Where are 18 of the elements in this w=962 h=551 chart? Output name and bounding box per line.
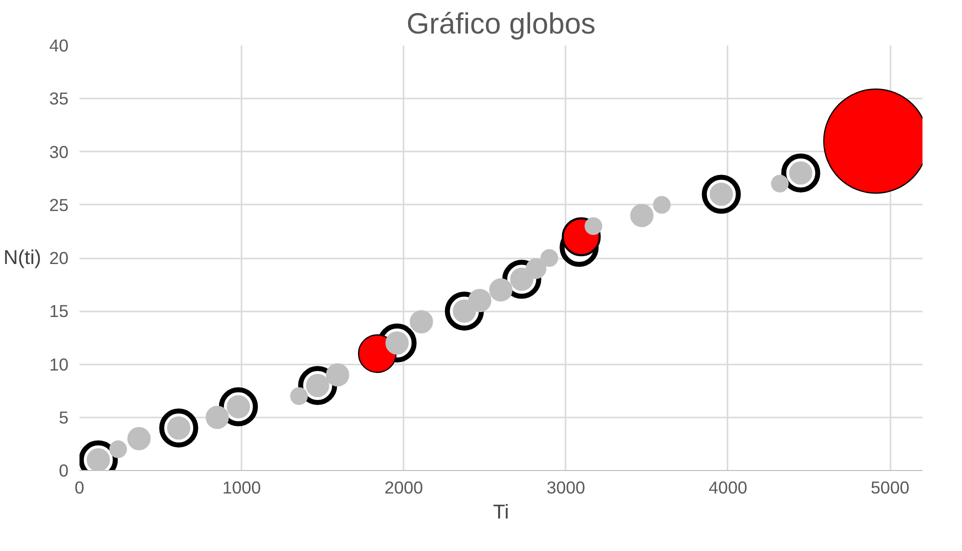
y-tick-label: 15 (49, 301, 69, 322)
y-tick-label: 0 (58, 460, 69, 480)
x-tick-label: 3000 (546, 478, 586, 498)
x-tick-label: 5000 (870, 478, 910, 498)
y-tick-label: 20 (49, 248, 69, 268)
x-axis-title: Ti (493, 502, 509, 524)
x-tick-label: 2000 (384, 478, 424, 498)
y-tick-label: 35 (49, 88, 69, 109)
y-tick-label: 40 (49, 36, 69, 56)
chart-title: Gráfico globos (406, 8, 596, 40)
y-tick-label: 10 (49, 354, 69, 374)
x-tick-label: 0 (74, 478, 84, 498)
x-tick-label: 4000 (708, 478, 748, 498)
y-tick-label: 5 (58, 407, 69, 428)
y-axis-title: N(ti) (3, 247, 42, 269)
x-tick-label: 1000 (222, 478, 261, 498)
y-tick-label: 30 (49, 142, 69, 162)
y-tick-label: 25 (49, 194, 69, 215)
